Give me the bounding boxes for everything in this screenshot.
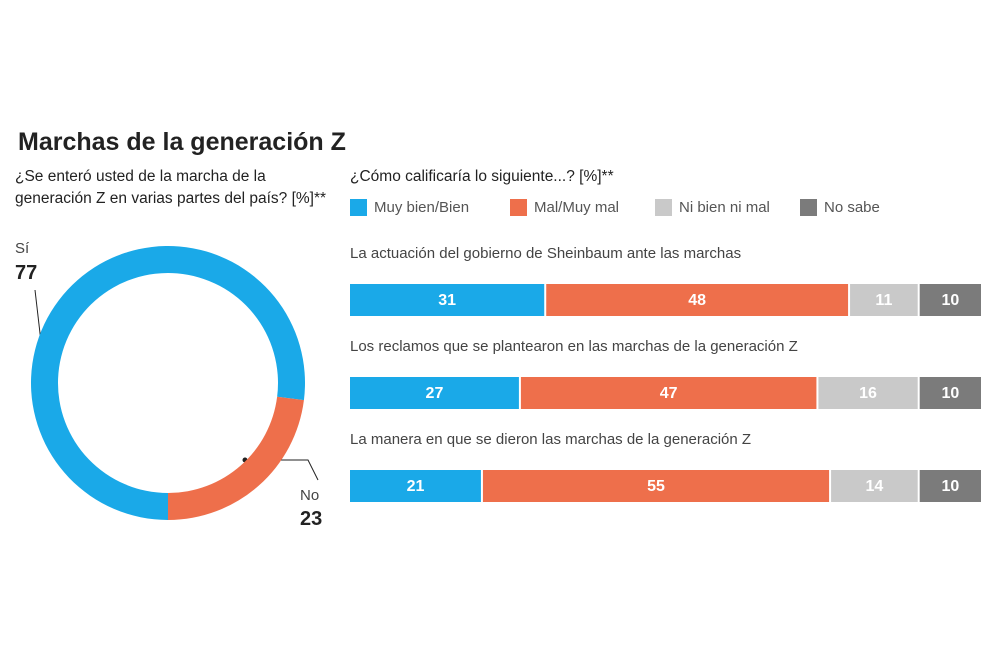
- chart-title: ¿Se enteró usted de la marcha de la gene…: [15, 168, 327, 207]
- value-label: 31: [438, 292, 456, 309]
- value-label: 10: [941, 478, 959, 495]
- category-label: Los reclamos que se plantearon en las ma…: [350, 338, 798, 355]
- bar-segment: [919, 284, 981, 316]
- legend-swatch: [350, 199, 367, 216]
- slice-value: 77: [15, 262, 38, 284]
- value-label: 16: [859, 385, 877, 402]
- category-label: La manera en que se dieron las marchas d…: [350, 431, 751, 448]
- value-label: 47: [660, 385, 678, 402]
- bar-segment: [350, 284, 545, 316]
- legend-swatch: [800, 199, 817, 216]
- legend-label: No sabe: [824, 199, 880, 216]
- value-label: 10: [941, 292, 959, 309]
- legend-label: Ni bien ni mal: [679, 199, 770, 216]
- legend-label: Mal/Muy mal: [534, 199, 619, 216]
- value-label: 14: [865, 478, 883, 495]
- bar-segment: [350, 377, 519, 409]
- slice-label: Sí: [15, 240, 30, 257]
- donut-slice: [168, 396, 304, 520]
- category-label: La actuación del gobierno de Sheinbaum a…: [350, 245, 741, 262]
- bar-segment: [919, 377, 981, 409]
- legend-swatch: [510, 199, 527, 216]
- chart-title: ¿Cómo calificaría lo siguiente...? [%]**: [350, 168, 614, 185]
- value-label: 10: [941, 385, 959, 402]
- bar-segment: [350, 470, 481, 502]
- bar-segment: [818, 377, 918, 409]
- legend-label: Muy bien/Bien: [374, 199, 469, 216]
- legend-swatch: [655, 199, 672, 216]
- value-label: 55: [647, 478, 665, 495]
- value-label: 11: [875, 292, 892, 309]
- slice-label: No: [300, 487, 320, 504]
- bar-segment: [831, 470, 918, 502]
- bar-segment: [919, 470, 981, 502]
- value-label: 48: [688, 292, 706, 309]
- value-label: 21: [407, 478, 425, 495]
- value-label: 27: [426, 385, 444, 402]
- slice-value: 23: [300, 508, 323, 530]
- bar-segment: [482, 470, 830, 502]
- bar-segment: [546, 284, 849, 316]
- bar-segment: [520, 377, 817, 409]
- page-title: Marchas de la generación Z: [18, 128, 346, 156]
- bar-segment: [850, 284, 918, 316]
